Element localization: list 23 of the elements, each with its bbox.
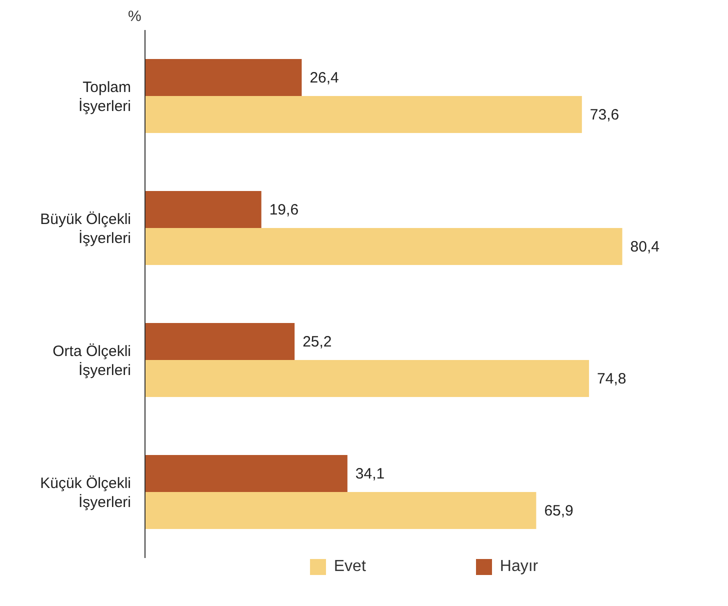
y-tick-label: Toplam İşyerleri bbox=[78, 79, 131, 115]
data-label: 34,1 bbox=[355, 466, 385, 483]
bar bbox=[145, 228, 622, 266]
legend-label: Hayır bbox=[500, 558, 538, 576]
y-tick-label: Küçük Ölçekli İşyerleri bbox=[40, 475, 131, 511]
bar bbox=[145, 191, 262, 228]
data-label: 26,4 bbox=[310, 70, 339, 87]
data-label: 74,8 bbox=[597, 370, 626, 388]
data-label: 25,2 bbox=[302, 334, 332, 351]
y-axis-title: % bbox=[128, 8, 142, 25]
bar bbox=[145, 59, 302, 96]
y-tick-label: Orta Ölçekli İşyerleri bbox=[52, 343, 131, 379]
data-label: 19,6 bbox=[269, 202, 299, 219]
bar bbox=[145, 323, 295, 360]
data-label: 73,6 bbox=[590, 106, 620, 124]
bar bbox=[145, 455, 348, 492]
y-tick-label: Büyük Ölçekli İşyerleri bbox=[40, 211, 131, 247]
data-label: 80,4 bbox=[630, 238, 660, 256]
bar bbox=[145, 96, 582, 134]
data-label: 65,9 bbox=[544, 502, 574, 520]
legend-label: Evet bbox=[334, 558, 366, 576]
bar bbox=[145, 492, 536, 530]
bar bbox=[145, 360, 590, 398]
